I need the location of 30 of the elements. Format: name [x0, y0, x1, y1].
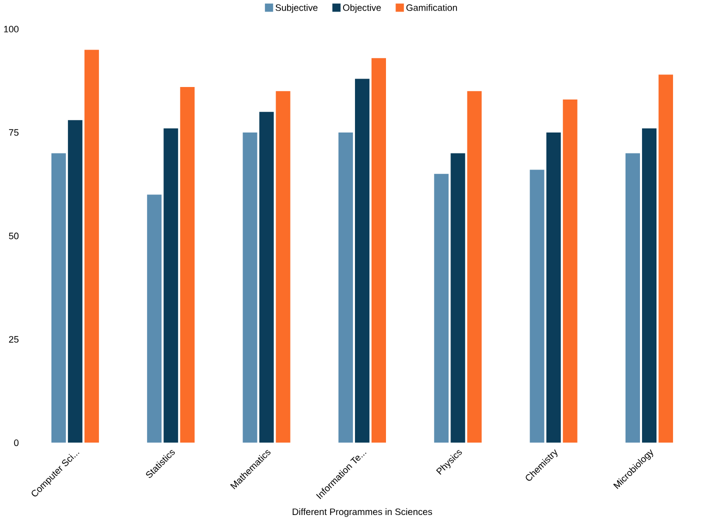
bar [546, 132, 561, 443]
y-tick-label: 0 [14, 439, 19, 446]
y-tick-label: 100 [4, 26, 19, 32]
x-axis-title: Different Programmes in Sciences [292, 508, 432, 517]
bar [180, 86, 195, 443]
legend-label: Gamification [406, 4, 457, 11]
bar [354, 78, 370, 443]
bar [562, 99, 578, 443]
bar [530, 170, 544, 443]
y-tick-label: 75 [9, 129, 19, 136]
bar [642, 128, 657, 443]
bar [434, 174, 449, 443]
bar [450, 153, 466, 443]
bar [276, 91, 290, 443]
bar [147, 194, 162, 443]
y-tick-label: 25 [9, 336, 19, 343]
bar [372, 58, 386, 443]
legend-label: Objective [343, 4, 381, 13]
bar [658, 74, 674, 443]
bar [259, 112, 274, 443]
bar [242, 132, 258, 443]
bar [467, 91, 482, 443]
bar [338, 132, 353, 443]
legend-label: Subjective [276, 4, 318, 13]
bar [626, 153, 640, 443]
bar [84, 50, 99, 443]
bar [51, 153, 66, 443]
bar [164, 128, 178, 443]
y-tick-label: 50 [8, 232, 19, 240]
bar [68, 120, 82, 443]
